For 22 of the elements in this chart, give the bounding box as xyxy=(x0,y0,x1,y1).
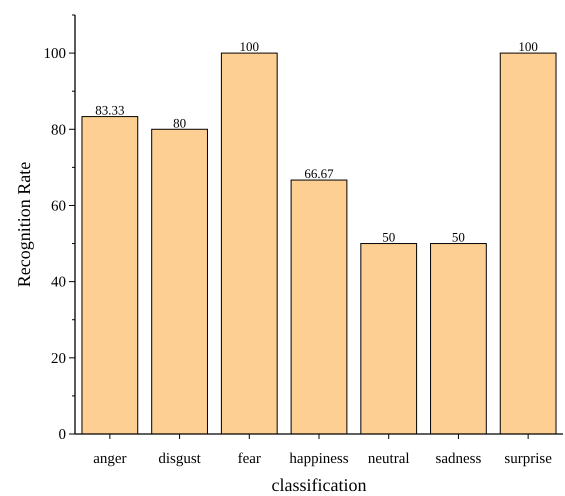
y-tick-label: 60 xyxy=(51,198,66,214)
data-label: 50 xyxy=(452,230,465,245)
y-tick-label: 40 xyxy=(51,274,66,291)
x-tick-label: sadness xyxy=(436,451,482,467)
data-label: 100 xyxy=(240,39,260,54)
data-label: 100 xyxy=(518,39,538,54)
y-tick-label: 20 xyxy=(51,350,66,367)
y-tick-label: 80 xyxy=(51,122,66,138)
x-axis-title: classification xyxy=(272,475,366,495)
x-tick-label: anger xyxy=(93,451,127,467)
data-label: 50 xyxy=(382,230,396,245)
x-tick-label: disgust xyxy=(158,451,202,467)
y-axis-title: Recognition Rate xyxy=(14,162,34,288)
x-tick-label: fear xyxy=(238,451,261,467)
data-label: 80 xyxy=(173,115,186,130)
x-tick-label: neutral xyxy=(368,451,410,467)
y-tick-label: 0 xyxy=(58,427,66,443)
y-tick-label: 100 xyxy=(44,46,66,62)
x-tick-label: happiness xyxy=(289,451,349,467)
x-tick-label: surprise xyxy=(504,451,552,467)
data-label: 83.33 xyxy=(95,102,124,118)
data-label: 66.67 xyxy=(304,166,334,182)
